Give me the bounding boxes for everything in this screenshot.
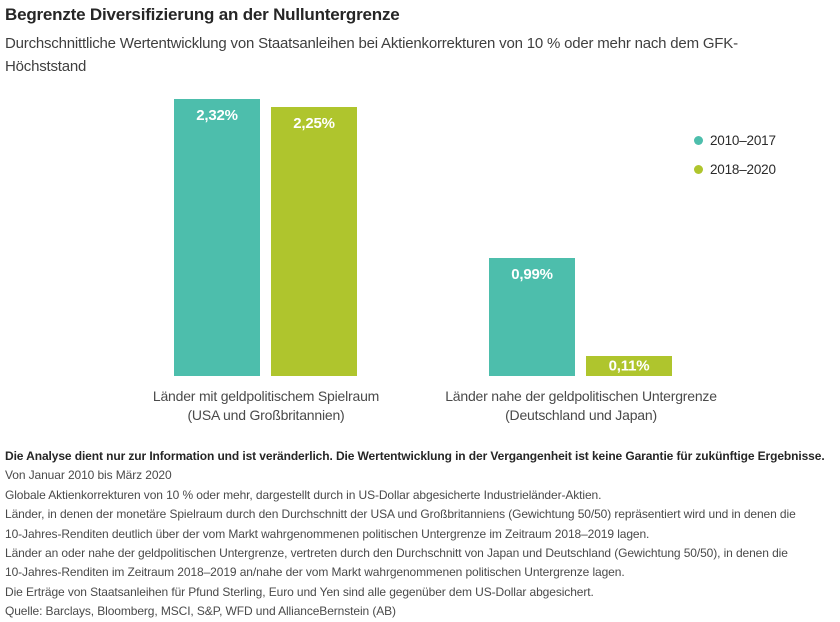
footnote-line: 10-Jahres-Renditen deutlich über der vom… [5, 526, 650, 541]
footnotes: Die Analyse dient nur zur Information un… [5, 447, 837, 622]
chart-title: Begrenzte Diversifizierung an der Nullun… [5, 5, 400, 24]
footnote-line: Die Erträge von Staatsanleihen für Pfund… [5, 584, 594, 599]
bar-series2-group2: 0,11% [586, 356, 672, 376]
bar-value-label: 2,25% [293, 115, 335, 132]
chart-subtitle: Durchschnittliche Wertentwicklung von St… [5, 35, 738, 75]
footnote-line: 10-Jahres-Renditen im Zeitraum 2018–2019… [5, 565, 625, 580]
x-axis-label-group2-line2: (Deutschland und Japan) [505, 407, 657, 423]
legend: 2010–2017 2018–2020 [694, 133, 776, 191]
source-line: Quelle: Barclays, Bloomberg, MSCI, S&P, … [5, 604, 396, 619]
bar-value-label: 0,11% [608, 357, 650, 375]
plot-area: 2,32% 0,99% 2,25% 0,11% [174, 99, 672, 376]
x-axis-label-group1: Länder mit geldpolitischem Spielraum (US… [106, 387, 426, 425]
legend-item-2: 2018–2020 [694, 162, 776, 177]
footnote-line: Globale Aktienkorrekturen von 10 % oder … [5, 487, 602, 502]
x-axis-label-group1-line2: (USA und Großbritannien) [187, 407, 345, 423]
x-axis-label-group2-line1: Länder nahe der geldpolitischen Untergre… [445, 388, 717, 404]
bar-series2-group1: 2,25% [271, 107, 357, 376]
disclaimer-line: Die Analyse dient nur zur Information un… [5, 449, 825, 463]
bar-series1-group1: 2,32% [174, 99, 260, 376]
bar-series1-group2: 0,99% [489, 258, 575, 376]
legend-item-1: 2010–2017 [694, 133, 776, 148]
legend-label: 2018–2020 [710, 162, 776, 177]
legend-label: 2010–2017 [710, 133, 776, 148]
x-axis-label-group2: Länder nahe der geldpolitischen Untergre… [421, 387, 741, 425]
footnote-line: Länder an oder nahe der geldpolitischen … [5, 546, 788, 561]
footnote-line: Länder, in denen der monetäre Spielraum … [5, 507, 796, 522]
bar-value-label: 0,99% [511, 266, 553, 283]
x-axis-label-group1-line1: Länder mit geldpolitischem Spielraum [152, 388, 380, 404]
legend-dot-icon [694, 136, 703, 145]
legend-dot-icon [694, 165, 703, 174]
footnote-period: Von Januar 2010 bis März 2020 [5, 468, 172, 483]
bar-value-label: 2,32% [196, 107, 238, 124]
